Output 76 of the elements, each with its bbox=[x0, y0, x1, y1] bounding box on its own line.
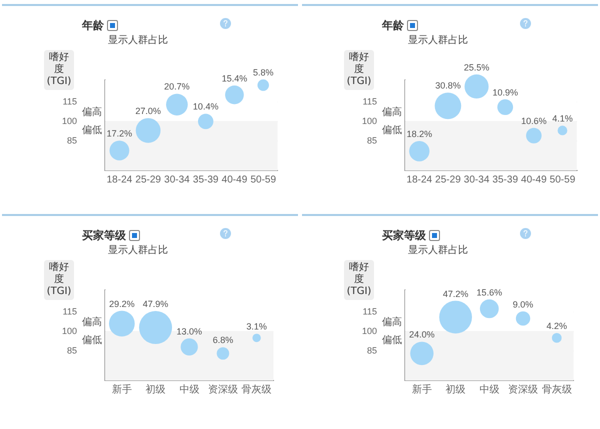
data-label: 47.2% bbox=[442, 288, 468, 299]
x-tick-label: 新手 bbox=[112, 383, 132, 396]
x-tick-label: 中级 bbox=[479, 383, 500, 396]
x-tick-label: 30-34 bbox=[464, 174, 490, 186]
band-label: 偏高 bbox=[82, 316, 102, 328]
x-tick-label: 新手 bbox=[412, 383, 432, 396]
x-tick-label: 25-29 bbox=[435, 174, 462, 186]
y-axis-title: 嗜好度 (TGI) bbox=[44, 50, 74, 90]
data-label: 9.0% bbox=[512, 299, 534, 310]
band-label: 偏高 bbox=[382, 316, 402, 328]
x-tick-label: 中级 bbox=[179, 383, 200, 396]
data-label: 25.5% bbox=[464, 62, 490, 72]
band-label: 偏低 bbox=[82, 124, 102, 136]
x-tick-label: 18-24 bbox=[106, 174, 133, 186]
data-label: 24.0% bbox=[409, 330, 435, 340]
data-label: 20.7% bbox=[164, 82, 190, 92]
y-tick-label: 85 bbox=[67, 345, 78, 356]
chart-subtitle: 显示人群占比 bbox=[408, 34, 468, 47]
data-label: 10.9% bbox=[492, 87, 518, 98]
data-label: 13.0% bbox=[176, 326, 202, 336]
data-label: 47.9% bbox=[142, 299, 168, 310]
x-tick-label: 30-34 bbox=[164, 174, 190, 186]
band-label: 偏高 bbox=[82, 106, 102, 118]
x-tick-label: 40-49 bbox=[521, 174, 548, 186]
data-label: 15.4% bbox=[222, 74, 248, 84]
x-tick-label: 50-59 bbox=[250, 174, 276, 186]
x-tick-label: 18-24 bbox=[406, 174, 433, 186]
x-tick-label: 骨灰级 bbox=[242, 383, 272, 396]
x-tick-label: 资深级 bbox=[208, 383, 238, 396]
data-label: 3.1% bbox=[246, 322, 267, 332]
data-label: 29.2% bbox=[109, 298, 135, 309]
band-label: 偏低 bbox=[82, 334, 102, 346]
y-tick-label: 85 bbox=[367, 345, 378, 356]
x-tick-label: 初级 bbox=[446, 383, 466, 396]
chart-title: 买家等级 bbox=[382, 228, 427, 243]
data-label: 5.8% bbox=[252, 67, 274, 78]
data-label: 4.2% bbox=[546, 320, 568, 331]
data-label: 30.8% bbox=[435, 80, 461, 91]
x-tick-label: 40-49 bbox=[222, 174, 248, 186]
band-label: 偏低 bbox=[382, 334, 402, 346]
y-axis-title: 嗜好度 (TGI) bbox=[344, 260, 374, 300]
data-label: 6.8% bbox=[212, 335, 234, 346]
x-tick-label: 资深级 bbox=[508, 383, 538, 396]
y-tick-label: 100 bbox=[362, 116, 378, 126]
y-tick-label: 115 bbox=[62, 306, 78, 316]
x-tick-label: 骨灰级 bbox=[542, 383, 572, 396]
y-axis-title: 嗜好度 (TGI) bbox=[44, 260, 74, 300]
chart-subtitle: 显示人群占比 bbox=[108, 34, 168, 47]
y-tick-label: 115 bbox=[362, 306, 378, 316]
data-label: 27.0% bbox=[135, 106, 161, 116]
data-label: 18.2% bbox=[406, 129, 432, 139]
chart-title: 年龄 bbox=[382, 18, 405, 33]
x-tick-label: 35-39 bbox=[192, 174, 219, 186]
y-tick-label: 85 bbox=[67, 135, 78, 146]
x-tick-label: 25-29 bbox=[135, 174, 162, 186]
x-tick-label: 35-39 bbox=[492, 174, 518, 186]
x-tick-label: 初级 bbox=[146, 383, 166, 396]
band-label: 偏低 bbox=[382, 124, 402, 136]
chart-title: 年龄 bbox=[82, 18, 105, 33]
data-label: 15.6% bbox=[476, 287, 502, 298]
y-tick-label: 115 bbox=[362, 96, 378, 106]
y-tick-label: 100 bbox=[362, 326, 378, 336]
data-label: 10.6% bbox=[521, 116, 547, 126]
y-tick-label: 85 bbox=[367, 135, 378, 146]
chart-subtitle: 显示人群占比 bbox=[408, 244, 468, 257]
chart-title: 买家等级 bbox=[82, 228, 127, 243]
data-label: 17.2% bbox=[106, 128, 132, 139]
data-label: 4.1% bbox=[552, 114, 573, 124]
data-label: 10.4% bbox=[192, 102, 218, 112]
chart-subtitle: 显示人群占比 bbox=[108, 244, 168, 257]
band-label: 偏高 bbox=[382, 106, 402, 118]
y-axis-title: 嗜好度 (TGI) bbox=[344, 50, 374, 90]
y-tick-label: 100 bbox=[62, 326, 78, 336]
y-tick-label: 115 bbox=[62, 96, 78, 106]
y-tick-label: 100 bbox=[62, 116, 78, 126]
x-tick-label: 50-59 bbox=[550, 174, 576, 186]
